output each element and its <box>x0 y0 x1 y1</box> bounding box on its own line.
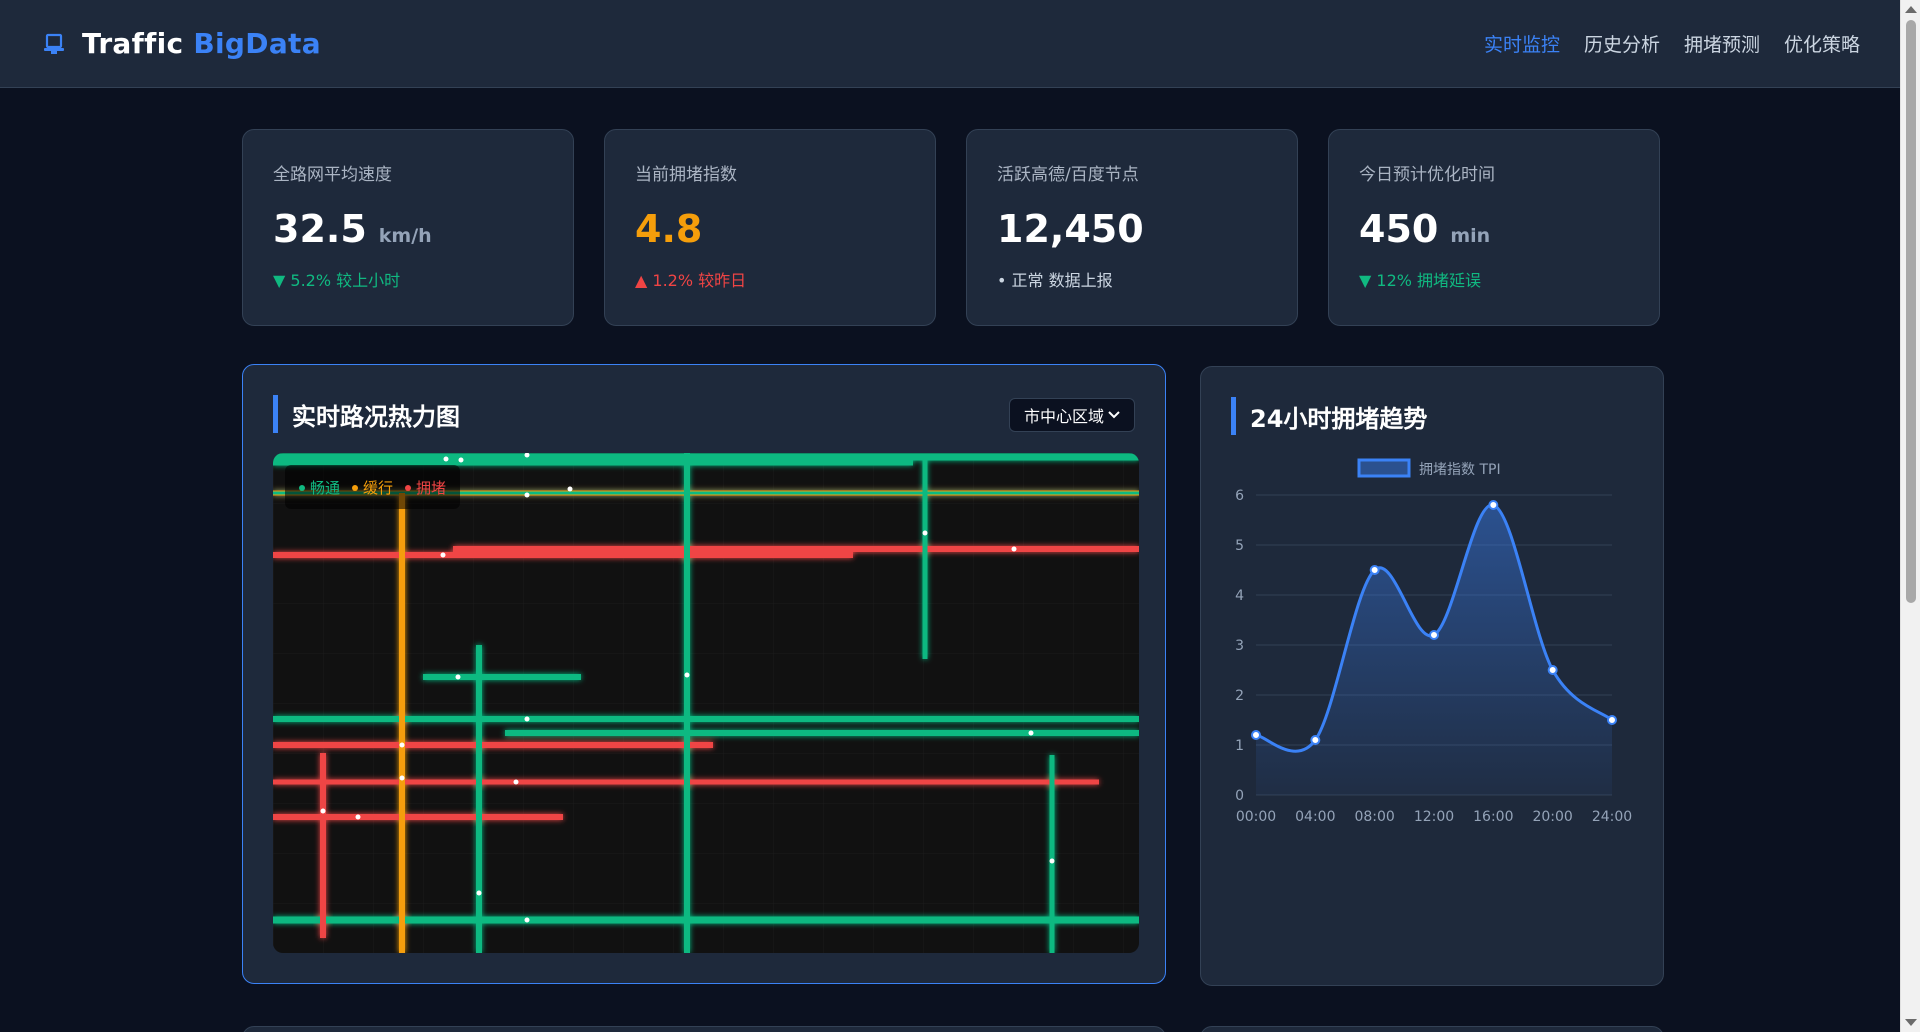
legend-jam: 拥堵 <box>405 477 446 498</box>
region-select-value: 市中心区域 <box>1024 407 1105 426</box>
chevron-down-icon <box>1108 411 1120 419</box>
legend-slow: 缓行 <box>352 477 393 498</box>
kpi-change: ▲ 1.2% 较昨日 <box>635 271 747 290</box>
y-tick-label: 3 <box>1235 638 1244 654</box>
brand[interactable]: Traffic BigData <box>40 27 321 60</box>
scroll-up-icon[interactable] <box>1905 6 1917 13</box>
nav-congestion-forecast[interactable]: 拥堵预测 <box>1683 34 1760 56</box>
kpi-value: 4.8 <box>635 207 703 251</box>
kpi-change: ▼ 5.2% 较上小时 <box>273 271 401 290</box>
scroll-down-icon[interactable] <box>1905 1019 1917 1026</box>
kpi-value: 12,450 <box>997 207 1144 251</box>
data-point <box>1429 630 1439 640</box>
x-tick-label: 24:00 <box>1592 809 1632 825</box>
brand-word-traffic: Traffic <box>82 27 184 60</box>
data-point <box>1310 735 1321 745</box>
traffic-heatmap[interactable]: 畅通 缓行 拥堵 <box>273 453 1139 953</box>
legend-swatch <box>1357 458 1411 478</box>
traffic-road-network <box>273 453 1139 953</box>
data-point <box>1369 565 1380 575</box>
bottom-panel-left <box>242 1026 1166 1032</box>
kpi-card-avg-speed: 全路网平均速度 32.5 km/h ▼ 5.2% 较上小时 <box>242 129 574 326</box>
nav-optimization-strategy[interactable]: 优化策略 <box>1783 34 1860 56</box>
x-tick-label: 12:00 <box>1414 809 1454 825</box>
heatmap-panel: 实时路况热力图 市中心区域 <box>242 364 1166 984</box>
heatmap-title: 实时路况热力图 <box>273 395 460 433</box>
x-tick-label: 16:00 <box>1473 809 1513 825</box>
data-point <box>1251 730 1261 740</box>
legend-smooth: 畅通 <box>299 477 340 498</box>
data-point <box>1488 500 1499 510</box>
trend-panel: 24小时拥堵趋势 0 1 2 3 4 5 6 00:00 04:00 08:00 12:00 16:0… <box>1200 366 1664 986</box>
y-tick-label: 1 <box>1235 738 1244 754</box>
kpi-value: 450 <box>1359 207 1439 251</box>
x-tick-label: 20:00 <box>1532 809 1572 825</box>
kpi-label: 今日预计优化时间 <box>1359 165 1495 185</box>
nav-history-analysis[interactable]: 历史分析 <box>1583 34 1660 56</box>
kpi-change: ▼ 12% 拥堵延误 <box>1359 271 1482 290</box>
y-tick-label: 4 <box>1235 588 1244 604</box>
kpi-label: 活跃高德/百度节点 <box>997 165 1139 185</box>
traffic-light-icon <box>44 33 64 54</box>
kpi-unit: min <box>1450 225 1491 247</box>
data-point <box>1547 665 1558 675</box>
series-area <box>1256 504 1612 795</box>
x-tick-label: 08:00 <box>1354 809 1394 825</box>
page-scrollbar[interactable] <box>1900 0 1920 1032</box>
kpi-label: 当前拥堵指数 <box>635 165 737 185</box>
data-point <box>1607 715 1617 725</box>
y-tick-label: 6 <box>1235 488 1244 504</box>
y-tick-label: 5 <box>1235 538 1244 554</box>
trend-line-chart: 0 1 2 3 4 5 6 00:00 04:00 08:00 12:00 16:00 20:00 24:… <box>1235 458 1632 825</box>
nav-realtime-monitor[interactable]: 实时监控 <box>1483 34 1560 56</box>
legend-label: 拥堵指数 TPI <box>1419 462 1501 478</box>
kpi-change: • 正常 数据上报 <box>997 271 1113 290</box>
top-header: Traffic BigData 实时监控 历史分析 拥堵预测 优化策略 <box>0 0 1900 88</box>
scroll-thumb[interactable] <box>1906 20 1916 603</box>
x-tick-label: 04:00 <box>1295 809 1335 825</box>
trend-title: 24小时拥堵趋势 <box>1231 397 1427 435</box>
y-tick-label: 0 <box>1235 788 1244 804</box>
main-nav: 实时监控 历史分析 拥堵预测 优化策略 <box>1484 30 1860 57</box>
kpi-card-active-nodes: 活跃高德/百度节点 12,450 • 正常 数据上报 <box>966 129 1298 326</box>
kpi-label: 全路网平均速度 <box>273 165 392 185</box>
y-tick-label: 2 <box>1235 688 1244 704</box>
bottom-panel-right <box>1200 1026 1664 1032</box>
x-tick-label: 00:00 <box>1236 809 1276 825</box>
kpi-card-congestion-index: 当前拥堵指数 4.8 ▲ 1.2% 较昨日 <box>604 129 936 326</box>
heatmap-legend: 畅通 缓行 拥堵 <box>285 465 461 509</box>
kpi-card-optimization-time: 今日预计优化时间 450 min ▼ 12% 拥堵延误 <box>1328 129 1660 326</box>
region-select[interactable]: 市中心区域 <box>1009 398 1135 432</box>
kpi-unit: km/h <box>378 225 432 247</box>
kpi-value: 32.5 <box>273 207 367 251</box>
brand-word-bigdata: BigData <box>193 27 321 60</box>
